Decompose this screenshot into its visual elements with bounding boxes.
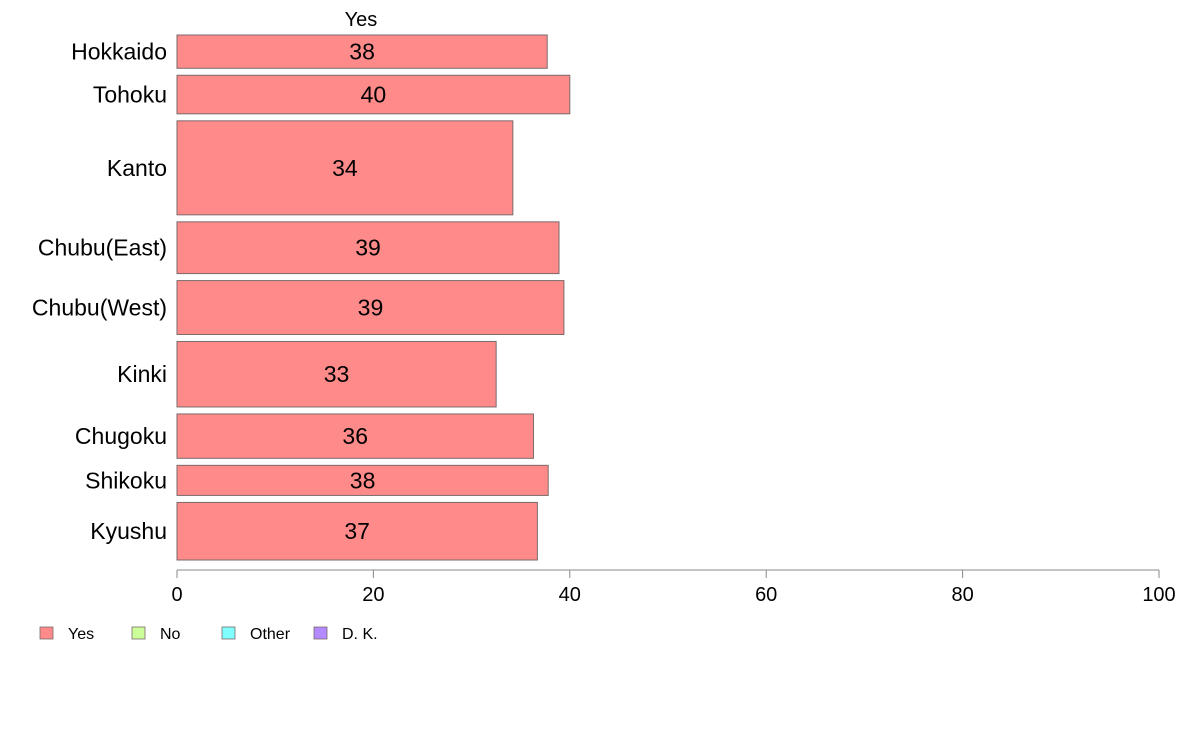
category-label: Shikoku [85, 467, 167, 493]
category-label: Hokkaido [71, 39, 167, 65]
category-label: Kinki [117, 361, 167, 387]
chart-title: Yes [345, 9, 378, 31]
legend-swatch [313, 626, 328, 640]
x-tick-label: 20 [362, 584, 384, 606]
bar-hokkaido [176, 34, 548, 69]
bar-value-label: 38 [349, 39, 375, 65]
legend-swatch [221, 626, 236, 640]
bar-value-label: 37 [344, 518, 370, 544]
legend: Yes No Other D. K. [39, 626, 378, 643]
x-tick-label: 60 [755, 584, 777, 606]
bar-kyushu [176, 501, 538, 561]
x-tick-label: 0 [171, 584, 182, 606]
legend-swatch [131, 626, 146, 640]
bar-value-label: 33 [324, 361, 350, 387]
bar-value-label: 34 [332, 155, 358, 181]
x-tick-label: 40 [559, 584, 581, 606]
x-axis: 0 20 40 60 80 100 [171, 569, 1176, 606]
category-label: Chubu(West) [32, 295, 167, 321]
category-label: Kyushu [90, 518, 167, 544]
legend-label: Other [250, 626, 291, 643]
bar-chubu-east- [176, 221, 560, 275]
category-label: Kanto [107, 155, 167, 181]
bar-value-label: 38 [350, 467, 376, 493]
category-label: Chugoku [75, 423, 167, 449]
category-label: Chubu(East) [38, 235, 167, 261]
category-labels: Hokkaido Tohoku Kanto Chubu(East) Chubu(West… [32, 39, 167, 545]
x-tick-label: 80 [951, 584, 973, 606]
x-tick-label: 100 [1142, 584, 1175, 606]
bar-value-label: 39 [358, 295, 384, 321]
bars-group: 38 40 34 39 39 33 36 38 37 [176, 34, 571, 561]
category-label: Tohoku [93, 82, 167, 108]
bar-kinki [176, 340, 497, 408]
bar-tohoku [176, 74, 571, 115]
bar-chugoku [176, 413, 534, 459]
bar-value-label: 36 [342, 423, 368, 449]
bar-kanto [176, 120, 514, 216]
bar-chubu-west- [176, 280, 565, 335]
legend-swatch [39, 626, 54, 640]
bar-value-label: 39 [355, 235, 381, 261]
legend-label: No [160, 626, 181, 643]
bar-value-label: 40 [361, 82, 387, 108]
bar-shikoku [176, 464, 549, 496]
legend-label: Yes [68, 626, 94, 643]
legend-label: D. K. [342, 626, 378, 643]
